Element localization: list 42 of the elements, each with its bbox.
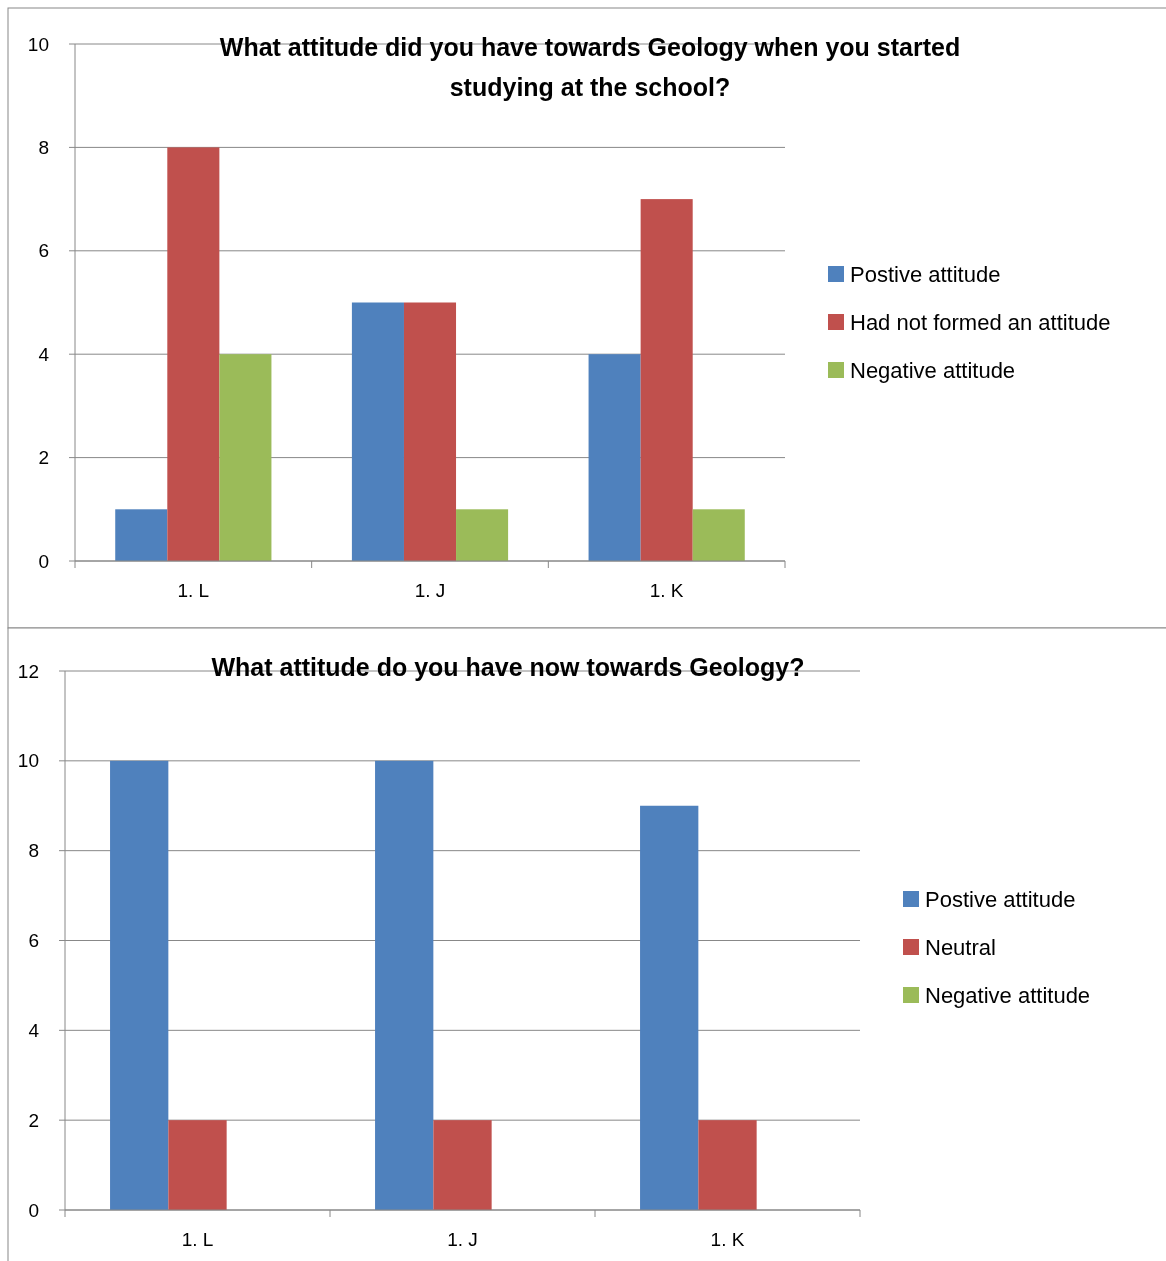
bar [403, 302, 457, 561]
bar [115, 509, 168, 561]
x-tick-label: 1. L [177, 580, 210, 601]
x-tick-label: 1. K [710, 1229, 745, 1250]
y-tick-label: 8 [28, 840, 39, 862]
y-tick-label: 0 [28, 1199, 39, 1221]
bar [351, 302, 404, 561]
legend-label: Neutral [925, 934, 996, 960]
y-tick-label: 10 [17, 750, 39, 772]
y-tick-label: 10 [27, 33, 49, 55]
bar [692, 509, 745, 561]
x-tick-label: 1. K [649, 580, 684, 601]
y-tick-label: 6 [28, 930, 39, 952]
bar [219, 354, 272, 561]
bar [698, 1120, 757, 1210]
y-tick-label: 2 [28, 1109, 39, 1131]
chart-title: What attitude do you have now towards Geology? [211, 653, 805, 681]
bar [167, 147, 220, 561]
legend-label: Negative attitude [850, 357, 1016, 383]
x-tick-label: 1. J [414, 580, 446, 601]
bar [168, 1120, 227, 1210]
x-tick-label: 1. L [181, 1229, 214, 1250]
legend-label: Had not formed an attitude [850, 309, 1111, 335]
y-tick-label: 8 [38, 137, 49, 159]
bar [456, 509, 509, 561]
chart-title: What attitude did you have towards Geology when you started studying at the school? [219, 33, 961, 101]
y-tick-label: 0 [38, 550, 49, 572]
x-tick-label: 1. J [447, 1229, 478, 1250]
legend-label: Postive attitude [850, 261, 1001, 287]
bar [588, 354, 641, 561]
bar [640, 805, 699, 1210]
bar [640, 199, 693, 561]
y-tick-label: 4 [38, 343, 50, 365]
bar [375, 760, 434, 1210]
legend-label: Negative attitude [925, 982, 1091, 1008]
bar [110, 760, 169, 1210]
y-tick-label: 4 [28, 1019, 40, 1041]
legend-label: Postive attitude [925, 886, 1076, 912]
y-tick-label: 6 [38, 240, 49, 262]
bar [433, 1120, 492, 1210]
y-tick-label: 12 [17, 660, 39, 682]
y-tick-label: 2 [38, 447, 49, 469]
